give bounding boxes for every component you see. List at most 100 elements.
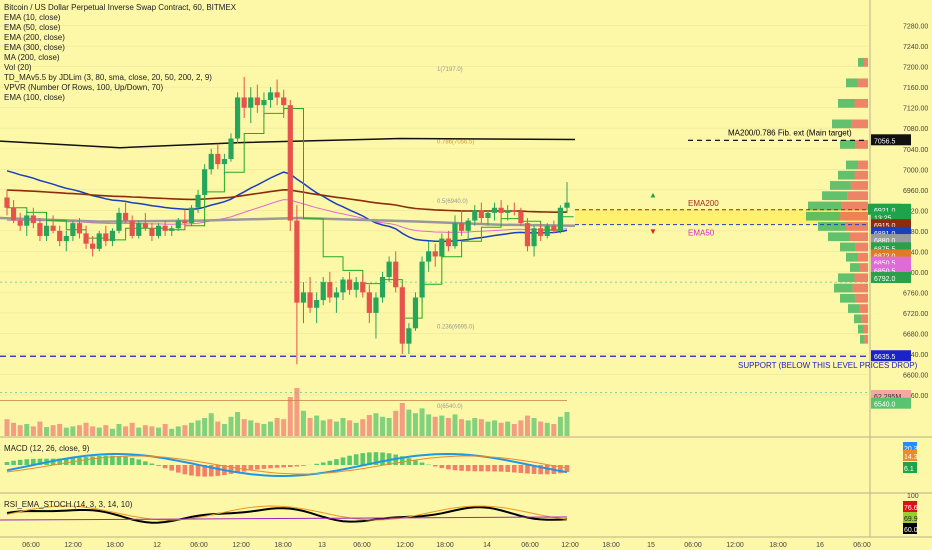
y-tick-label: 7000.00 [903,167,928,174]
volume-bar [472,418,478,436]
volume-bar [518,420,524,436]
volume-bar [96,427,102,436]
volume-bar [44,427,50,436]
rsi-value: 69.9 [904,516,918,523]
volume-bar [445,418,451,436]
volume-bar [564,412,570,436]
candle-body [142,223,148,229]
volume-bar [538,421,544,436]
candle-body [4,197,10,208]
volume-bar [452,414,458,436]
candle-body [63,235,69,242]
macd-histogram-bar [511,465,517,473]
candle-body [228,138,234,160]
macd-histogram-bar [202,465,207,477]
x-tick-label: 14 [483,542,491,549]
price-label: 7056.5 [874,138,896,145]
y-tick-label: 6760.00 [903,290,928,297]
volume-bar [261,424,267,436]
vpvr-bar-up [840,242,856,252]
macd-histogram-bar [11,460,16,465]
volume-bar [412,413,418,436]
study-ma200[interactable]: MA (200, close) [4,53,60,62]
rsi-legend[interactable]: RSI_EMA_STOCH (14, 3, 3, 14, 10) [4,500,133,509]
vpvr-bar-up [828,232,850,242]
volume-bar [294,388,300,436]
rsi-value-bg [903,512,917,523]
vpvr-bar-up [834,283,853,293]
candle-body [248,97,254,108]
vpvr-bar-up [818,222,846,231]
vpvr-bar-down [854,273,868,283]
macd-legend[interactable]: MACD (12, 26, close, 9) [4,444,90,453]
candle-body [412,297,419,329]
volume-bar [241,419,247,436]
candle-body [300,292,307,303]
macd-histogram-bar [367,452,372,465]
macd-histogram-bar [37,458,43,465]
macd-histogram-bar [479,465,484,472]
study-ema300[interactable]: EMA (300, close) [4,43,65,52]
candle-body [551,225,557,231]
volume-bar [300,410,306,436]
volume-bar [327,419,333,436]
macd-histogram-bar [452,465,458,471]
ema100-line [7,199,568,233]
ma200-line [0,216,576,227]
x-tick-label: 06:00 [684,542,702,549]
candle-body [24,215,30,226]
macd-histogram-bar [103,455,109,465]
macd-histogram-bar [294,465,300,467]
vpvr-bar-down [858,160,868,170]
study-td-ma[interactable]: TD_MAv5.5 by JDLim (3, 80, sma, close, 2… [4,73,212,82]
candle-body [439,238,445,257]
volume-bar [347,420,353,436]
vpvr-bar-down [850,181,868,190]
macd-histogram-bar [182,465,188,475]
candle-body [426,251,432,262]
y-tick-label: 6560.00 [903,393,928,400]
vpvr-bar-up [848,304,859,313]
volume-bar [103,425,109,436]
candle-body [241,97,247,108]
rsi-axis-100: 100 [907,493,919,500]
macd-histogram-bar [459,465,464,471]
study-volume[interactable]: Vol (20) [4,63,32,72]
study-ema200[interactable]: EMA (200, close) [4,33,65,42]
y-tick-label: 6840.00 [903,249,928,256]
candle-body [531,228,537,247]
vpvr-bar-up [808,201,841,211]
study-ema100[interactable]: EMA (100, close) [4,93,65,102]
study-ema10[interactable]: EMA (10, close) [4,13,61,22]
volume-bar [268,421,274,436]
y-tick-label: 7200.00 [903,65,928,72]
candle-body [162,225,168,231]
macd-histogram-bar [531,465,537,474]
volume-bar [373,413,379,436]
vpvr-bar-up [830,181,851,190]
vpvr-bar-up [846,160,859,170]
price-label: 6850.5 [874,261,896,268]
volume-bar [109,428,115,436]
candle-body [478,210,484,218]
support-annotation: SUPPORT (BELOW THIS LEVEL PRICES DROP) [738,361,918,370]
study-ema50[interactable]: EMA (50, close) [4,23,61,32]
macd-value-bg [903,442,917,453]
candle-body [465,220,471,231]
x-tick-label: 15 [647,542,655,549]
fib-label-5: 0.5(6940.0) [437,199,468,205]
price-label: 6880.0 [874,238,896,245]
x-tick-label: 18:00 [274,542,292,549]
macd-histogram-bar [77,457,82,465]
vpvr-bar-up [850,263,860,272]
macd-histogram-bar [156,465,161,466]
vpvr-bar-down [855,140,868,149]
study-vpvr[interactable]: VPVR (Number Of Rows, 100, Up/Down, 70) [4,83,164,92]
stoch-d-line [6,505,568,521]
vpvr-bar-up [806,211,841,221]
candle-body [406,328,412,344]
vpvr-bar-down [854,170,868,180]
y-tick-label: 7080.00 [903,126,928,133]
